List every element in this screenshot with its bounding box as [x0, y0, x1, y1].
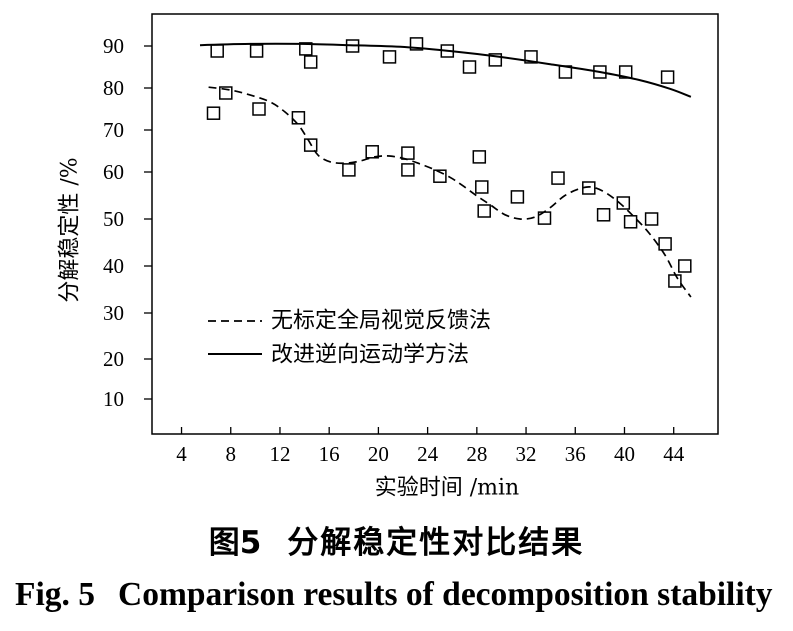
- data-point-marker: [551, 171, 565, 185]
- x-tick-label: 24: [417, 442, 439, 466]
- y-tick-label: 10: [103, 387, 124, 411]
- x-tick-label: 28: [466, 442, 487, 466]
- data-point-marker: [472, 150, 487, 164]
- data-point-marker: [206, 106, 221, 120]
- data-point-marker: [462, 60, 477, 74]
- data-point-marker: [668, 274, 682, 288]
- data-point-marker: [299, 42, 313, 56]
- x-tick-label: 16: [319, 442, 340, 466]
- plot-frame: [151, 13, 719, 435]
- data-point-marker: [345, 39, 360, 53]
- data-point-marker: [409, 37, 424, 51]
- legend: 无标定全局视觉反馈法 改进逆向运动学方法: [208, 309, 491, 368]
- data-point-marker: [440, 44, 455, 58]
- data-point-marker: [475, 180, 489, 194]
- x-tick-label: 44: [663, 442, 685, 466]
- data-point-marker: [401, 146, 415, 160]
- figure-caption-en: Fig. 5 Comparison results of decompositio…: [15, 575, 773, 615]
- data-point-marker: [616, 196, 631, 210]
- data-point-marker: [488, 53, 503, 67]
- data-point-marker: [291, 111, 306, 125]
- axis-ticks: 10 20 30 40 50 60 70 80 90 4 8 12 16 20 24 28 32 36 40 44: [103, 34, 685, 466]
- series-lines: [199, 42, 692, 298]
- y-tick-label: 30: [103, 301, 124, 325]
- x-tick-label: 40: [614, 442, 635, 466]
- figure-number-en: Fig. 5: [15, 576, 96, 613]
- y-tick-label: 80: [103, 76, 124, 100]
- data-point-marker: [593, 65, 607, 79]
- data-point-marker: [382, 50, 397, 64]
- y-tick-label: 90: [103, 34, 124, 58]
- x-tick-label: 32: [516, 442, 537, 466]
- data-point-marker: [477, 204, 491, 218]
- data-point-marker: [623, 215, 638, 229]
- y-tick-label: 20: [103, 347, 124, 371]
- chart: 10 20 30 40 50 60 70 80 90 4 8 12 16 20 24 28 32 36 40 44 无…: [58, 13, 719, 501]
- data-point-marker: [210, 44, 224, 58]
- figure-title-en: Comparison results of decomposition stab…: [118, 576, 773, 613]
- series-line-solid: [199, 42, 692, 98]
- data-point-marker: [219, 86, 233, 100]
- x-tick-label: 8: [225, 442, 236, 466]
- data-point-marker: [524, 50, 538, 64]
- figure-number-cn: 图5: [208, 525, 262, 561]
- y-tick-label: 70: [103, 118, 124, 142]
- data-point-marker: [433, 169, 447, 183]
- data-point-marker: [401, 163, 415, 177]
- y-axis-title: 分解稳定性 /%: [58, 157, 83, 302]
- figure-title-cn: 分解稳定性对比结果: [287, 525, 585, 561]
- x-tick-label: 20: [368, 442, 389, 466]
- data-point-marker: [678, 259, 692, 273]
- y-tick-label: 50: [103, 207, 124, 231]
- data-point-marker: [252, 102, 266, 116]
- x-tick-label: 4: [176, 442, 187, 466]
- figure-caption-cn: 图5 分解稳定性对比结果: [0, 523, 793, 563]
- data-point-marker: [582, 181, 596, 195]
- y-tick-label: 60: [103, 160, 124, 184]
- data-point-marker: [660, 70, 675, 84]
- series-line-dashed: [208, 86, 692, 298]
- data-point-marker: [537, 211, 552, 225]
- x-tick-label: 12: [269, 442, 290, 466]
- x-axis-title: 实验时间 /min: [375, 476, 519, 501]
- data-point-marker: [365, 145, 379, 159]
- data-point-marker: [342, 163, 356, 177]
- x-tick-label: 36: [565, 442, 586, 466]
- data-point-marker: [644, 212, 659, 226]
- data-point-marker: [558, 65, 573, 79]
- data-point-markers: [206, 37, 692, 288]
- data-point-marker: [618, 65, 633, 79]
- y-tick-label: 40: [103, 254, 124, 278]
- legend-label-solid: 改进逆向运动学方法: [271, 343, 469, 368]
- data-point-marker: [510, 190, 525, 204]
- data-point-marker: [249, 44, 264, 58]
- data-point-marker: [596, 208, 611, 222]
- data-point-marker: [303, 138, 318, 152]
- data-point-marker: [658, 237, 672, 251]
- data-point-marker: [303, 55, 318, 69]
- legend-label-dashed: 无标定全局视觉反馈法: [271, 309, 491, 334]
